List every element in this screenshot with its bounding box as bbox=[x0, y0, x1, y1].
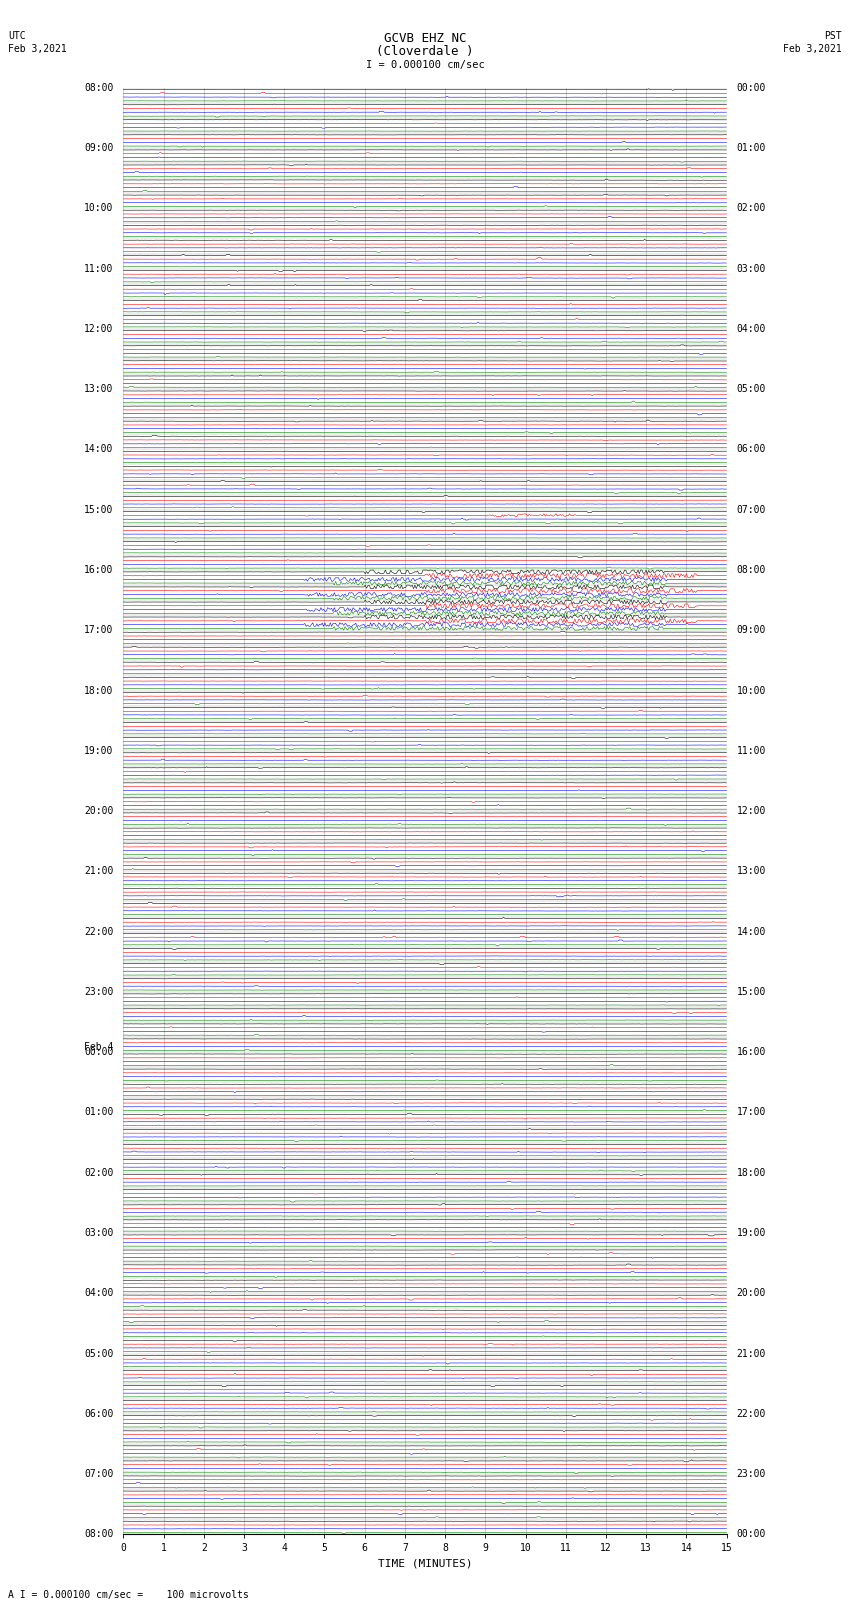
Text: 01:00: 01:00 bbox=[84, 1108, 113, 1118]
Text: 07:00: 07:00 bbox=[737, 505, 766, 515]
Text: 00:00: 00:00 bbox=[737, 82, 766, 92]
Text: 17:00: 17:00 bbox=[737, 1108, 766, 1118]
Text: 20:00: 20:00 bbox=[737, 1289, 766, 1298]
Text: A I = 0.000100 cm/sec =    100 microvolts: A I = 0.000100 cm/sec = 100 microvolts bbox=[8, 1590, 249, 1600]
Text: 05:00: 05:00 bbox=[84, 1348, 113, 1358]
Text: (Cloverdale ): (Cloverdale ) bbox=[377, 45, 473, 58]
Text: 08:00: 08:00 bbox=[84, 1529, 113, 1539]
Text: GCVB EHZ NC: GCVB EHZ NC bbox=[383, 32, 467, 45]
Text: 06:00: 06:00 bbox=[737, 445, 766, 455]
Text: 06:00: 06:00 bbox=[84, 1408, 113, 1419]
Text: Feb 3,2021: Feb 3,2021 bbox=[783, 44, 842, 53]
Text: 14:00: 14:00 bbox=[84, 445, 113, 455]
Text: 07:00: 07:00 bbox=[84, 1469, 113, 1479]
Text: 16:00: 16:00 bbox=[84, 565, 113, 574]
Text: 11:00: 11:00 bbox=[84, 263, 113, 274]
Text: 02:00: 02:00 bbox=[84, 1168, 113, 1177]
Text: 14:00: 14:00 bbox=[737, 926, 766, 937]
Text: 12:00: 12:00 bbox=[737, 806, 766, 816]
Text: 16:00: 16:00 bbox=[737, 1047, 766, 1057]
Text: 00:00: 00:00 bbox=[84, 1047, 113, 1057]
Text: Feb 4: Feb 4 bbox=[84, 1042, 113, 1052]
Text: 22:00: 22:00 bbox=[737, 1408, 766, 1419]
Text: 10:00: 10:00 bbox=[84, 203, 113, 213]
Text: 21:00: 21:00 bbox=[84, 866, 113, 876]
Text: 20:00: 20:00 bbox=[84, 806, 113, 816]
Text: 01:00: 01:00 bbox=[737, 144, 766, 153]
Text: 15:00: 15:00 bbox=[84, 505, 113, 515]
Text: 04:00: 04:00 bbox=[84, 1289, 113, 1298]
Text: 22:00: 22:00 bbox=[84, 926, 113, 937]
Text: 23:00: 23:00 bbox=[737, 1469, 766, 1479]
Text: 19:00: 19:00 bbox=[737, 1227, 766, 1239]
Text: 18:00: 18:00 bbox=[737, 1168, 766, 1177]
Text: 17:00: 17:00 bbox=[84, 626, 113, 636]
Text: 23:00: 23:00 bbox=[84, 987, 113, 997]
Text: 09:00: 09:00 bbox=[84, 144, 113, 153]
Text: 09:00: 09:00 bbox=[737, 626, 766, 636]
Text: 13:00: 13:00 bbox=[737, 866, 766, 876]
Text: 19:00: 19:00 bbox=[84, 745, 113, 756]
Text: 03:00: 03:00 bbox=[737, 263, 766, 274]
Text: 15:00: 15:00 bbox=[737, 987, 766, 997]
Text: 05:00: 05:00 bbox=[737, 384, 766, 394]
Text: 18:00: 18:00 bbox=[84, 686, 113, 695]
Text: 10:00: 10:00 bbox=[737, 686, 766, 695]
Text: 00:00: 00:00 bbox=[737, 1529, 766, 1539]
X-axis label: TIME (MINUTES): TIME (MINUTES) bbox=[377, 1560, 473, 1569]
Text: 12:00: 12:00 bbox=[84, 324, 113, 334]
Text: PST: PST bbox=[824, 31, 842, 40]
Text: 04:00: 04:00 bbox=[737, 324, 766, 334]
Text: UTC: UTC bbox=[8, 31, 26, 40]
Text: Feb 3,2021: Feb 3,2021 bbox=[8, 44, 67, 53]
Text: 21:00: 21:00 bbox=[737, 1348, 766, 1358]
Text: 08:00: 08:00 bbox=[84, 82, 113, 92]
Text: 02:00: 02:00 bbox=[737, 203, 766, 213]
Text: 08:00: 08:00 bbox=[737, 565, 766, 574]
Text: I = 0.000100 cm/sec: I = 0.000100 cm/sec bbox=[366, 60, 484, 69]
Text: 03:00: 03:00 bbox=[84, 1227, 113, 1239]
Text: 13:00: 13:00 bbox=[84, 384, 113, 394]
Text: 11:00: 11:00 bbox=[737, 745, 766, 756]
